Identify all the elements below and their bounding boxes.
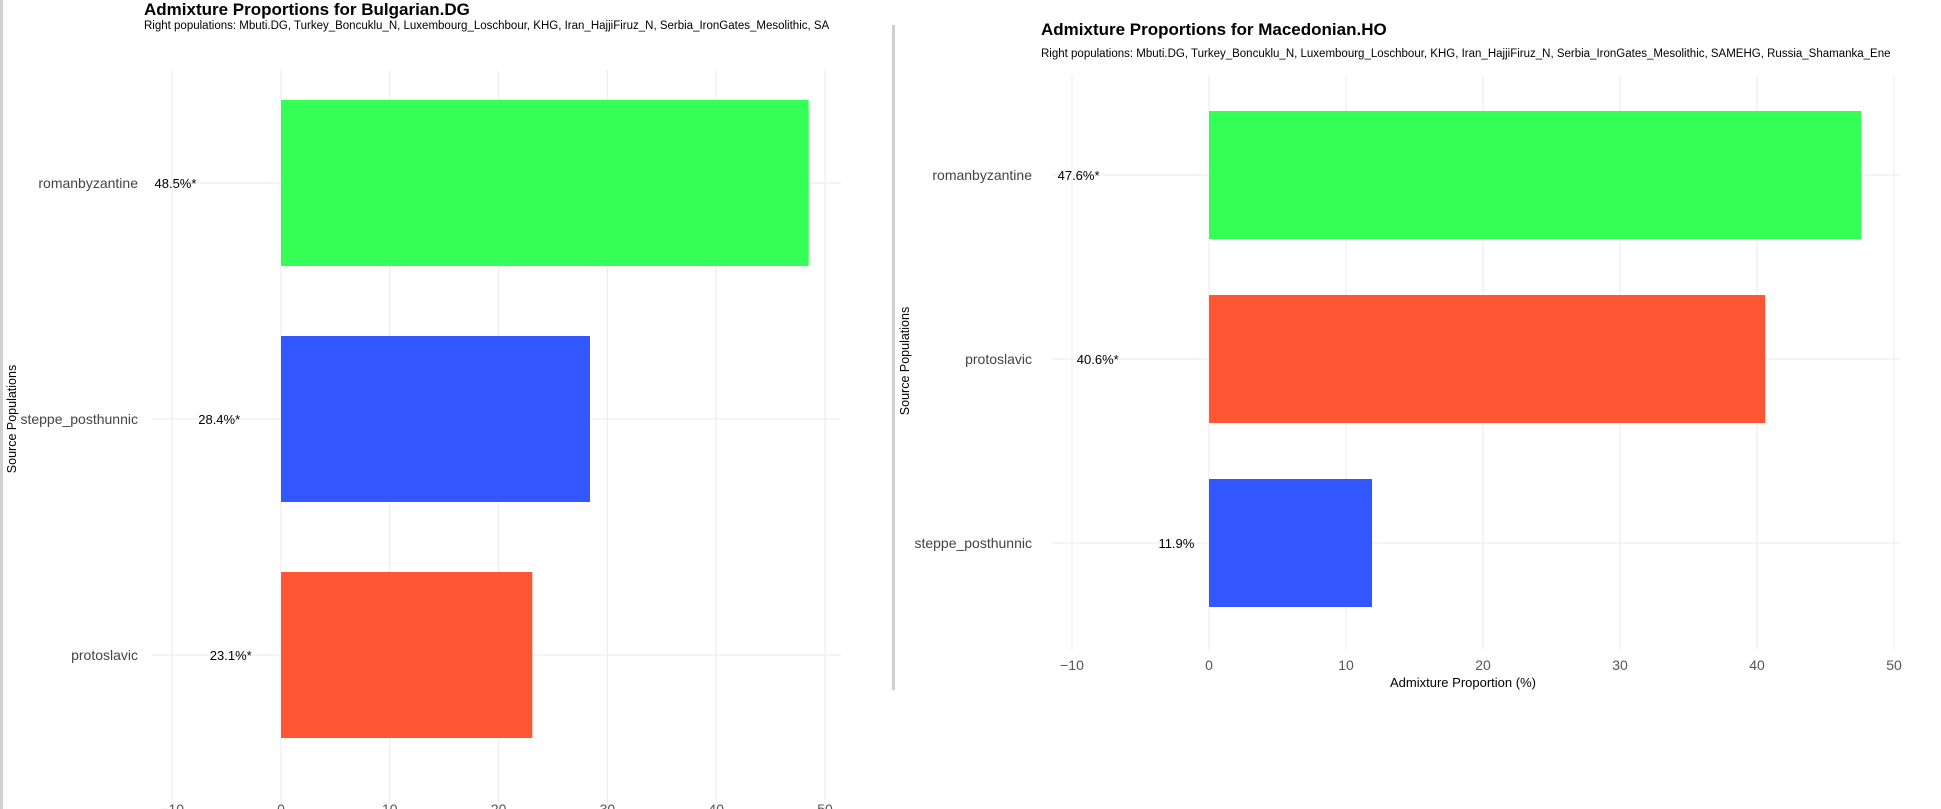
category-label: romanbyzantine — [932, 167, 1032, 183]
panel-divider — [892, 25, 895, 690]
data-label: 11.9% — [1158, 536, 1194, 551]
data-label: 28.4%* — [198, 412, 240, 427]
data-label: 40.6%* — [1077, 352, 1119, 367]
chart-title-macedonian: Admixture Proportions for Macedonian.HO — [1041, 20, 1387, 39]
x-tick-label: 20 — [491, 801, 507, 809]
category-label: steppe_posthunnic — [20, 411, 138, 427]
x-tick-label: 20 — [1475, 657, 1491, 673]
data-label: 23.1%* — [210, 648, 252, 663]
data-label: 47.6%* — [1058, 168, 1100, 183]
x-tick-label: 50 — [817, 801, 833, 809]
x-tick-label: 10 — [382, 801, 398, 809]
x-tick-label: 40 — [1749, 657, 1765, 673]
bar-steppe_posthunnic — [281, 336, 590, 502]
category-label: protoslavic — [71, 647, 138, 663]
x-tick-label: 30 — [600, 801, 616, 809]
data-label: 48.5%* — [155, 176, 197, 191]
category-label: romanbyzantine — [38, 175, 138, 191]
category-label: steppe_posthunnic — [914, 535, 1032, 551]
x-tick-label: 0 — [1205, 657, 1213, 673]
bar-protoslavic — [1209, 295, 1766, 423]
x-tick-label: 50 — [1886, 657, 1902, 673]
x-tick-label: −10 — [160, 801, 184, 809]
x-tick-label: −10 — [1060, 657, 1084, 673]
x-tick-label: 30 — [1612, 657, 1628, 673]
category-label: protoslavic — [965, 351, 1032, 367]
x-axis-title: Admixture Proportion (%) — [1390, 675, 1536, 690]
bar-protoslavic — [281, 572, 533, 738]
bar-romanbyzantine — [281, 100, 809, 266]
y-axis-title: Source Populations — [5, 365, 19, 473]
chart-title-bulgarian: Admixture Proportions for Bulgarian.DG — [144, 0, 470, 19]
chart-subtitle-bulgarian: Right populations: Mbuti.DG, Turkey_Bonc… — [144, 20, 830, 32]
x-tick-label: 0 — [277, 801, 285, 809]
left-border — [0, 0, 3, 809]
bar-romanbyzantine — [1209, 111, 1862, 239]
x-tick-label: 40 — [708, 801, 724, 809]
x-tick-label: 10 — [1338, 657, 1354, 673]
y-axis-title: Source Populations — [898, 307, 912, 415]
chart-subtitle-macedonian: Right populations: Mbuti.DG, Turkey_Bonc… — [1041, 48, 1891, 60]
bar-steppe_posthunnic — [1209, 479, 1373, 607]
